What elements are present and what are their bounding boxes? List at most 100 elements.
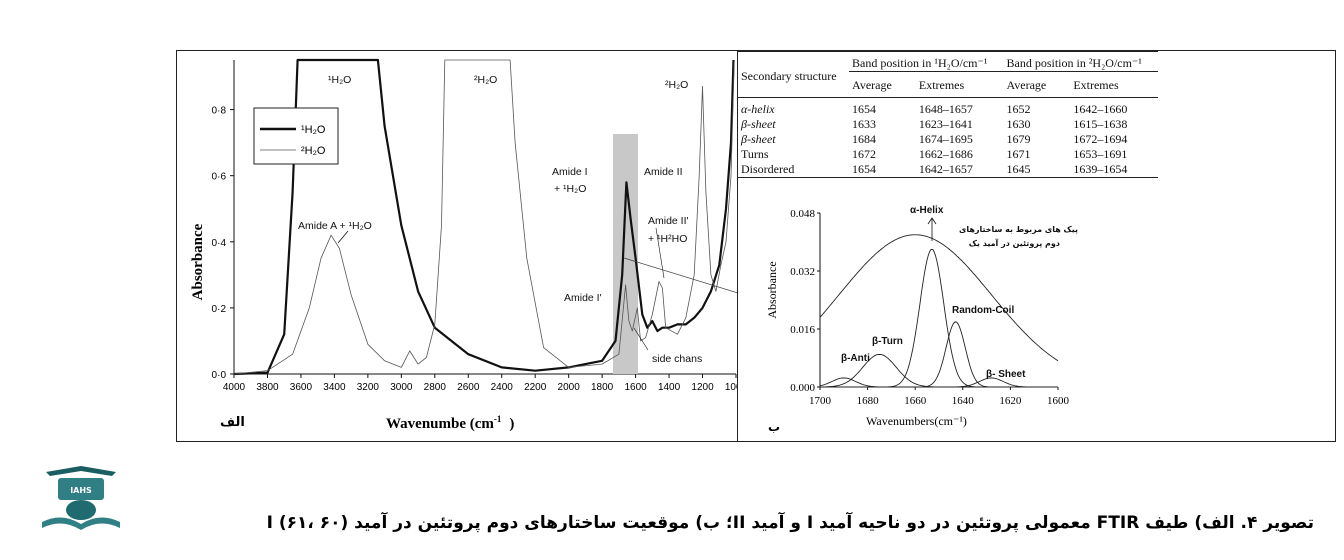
- table-row: α-helix 1654 1648–1657 1652 1642–1660: [738, 98, 1158, 118]
- table-cell: 1672–1694: [1073, 132, 1128, 146]
- x-tick-label: 1000: [725, 382, 738, 393]
- peak-label-alpha-helix: α-Helix: [910, 205, 944, 216]
- series-h2o-line: [233, 58, 735, 376]
- table-subheader: Average: [1006, 78, 1047, 92]
- x-tick-label: 1700: [809, 395, 832, 407]
- table-cell: 1671: [1006, 147, 1031, 161]
- secondary-structure-table: Secondary structure Band position in ¹H₂…: [738, 51, 1158, 194]
- table-row: Turns 1672 1662–1686 1671 1653–1691: [738, 147, 1158, 162]
- figure-caption: تصویر ۴. الف) طیف FTIR معمولی پروتئین در…: [266, 513, 1314, 533]
- annotation-amide-i-line1: Amide I: [552, 166, 588, 178]
- logo-emblem: [66, 500, 96, 520]
- table-cell: 1654: [852, 102, 877, 116]
- x-tick-label: 2000: [558, 382, 581, 393]
- x-tick-label: 1400: [658, 382, 681, 393]
- table-body: α-helix 1654 1648–1657 1652 1642–1660 β-sheet…: [738, 98, 1158, 178]
- y-tick-label: 0·8: [212, 106, 227, 117]
- panel-b-ticks: 1700 1680 1660 1640 1620 1600 0.000 0.016 0.032 0…: [790, 208, 1069, 407]
- peak-label-beta-sheet: β- Sheet: [986, 369, 1026, 380]
- panel-a-ylabel: Absorbance: [190, 223, 206, 300]
- table-cell-structure: β-sheet: [741, 132, 776, 146]
- panel-a-ticks: 4000 3800 3600 3400 3200 3000 2800 2600 2400 2200…: [212, 106, 738, 393]
- table-cell: 1648–1657: [918, 102, 973, 116]
- amide-a-pointer: [337, 230, 349, 244]
- y-tick-label: 0·6: [212, 172, 227, 183]
- x-tick-label: 3200: [357, 382, 380, 393]
- table-cell: 1672: [852, 147, 877, 161]
- legend-box: [253, 107, 339, 165]
- x-tick-label: 3600: [290, 382, 313, 393]
- zoom-connector-arrow: [623, 257, 738, 294]
- table-cell: 1662–1686: [918, 147, 973, 161]
- annotation-h2o-top: ¹H₂O: [328, 74, 351, 86]
- panel-divider: [737, 50, 738, 442]
- annotation-amide-ii: Amide II: [644, 166, 683, 178]
- y-tick-label: 0.000: [790, 382, 815, 394]
- x-tick-label: 1620: [999, 395, 1022, 407]
- table-cell-structure: Turns: [741, 147, 769, 161]
- annotation-amide-a: Amide A + ¹H₂O: [298, 220, 372, 232]
- x-tick-label: 1600: [624, 382, 647, 393]
- table-subheader: Extremes: [918, 78, 965, 92]
- component-peak-curve: [820, 377, 1058, 388]
- table-cell: 1633: [852, 117, 877, 131]
- panel-a-axes: [233, 60, 736, 375]
- table-cell: 1654: [852, 162, 877, 176]
- table-subheader: Extremes: [1073, 78, 1119, 92]
- y-tick-label: 0.016: [790, 324, 815, 336]
- annotation-side-chains: side chans: [652, 353, 702, 365]
- table-cell: 1639–1654: [1073, 162, 1128, 176]
- alpha-helix-pointer-head: [927, 217, 937, 225]
- x-tick-label: 1600: [1047, 395, 1070, 407]
- table-cell: 1642–1657: [918, 162, 973, 176]
- panel-b-xlabel: Wavenumbers(cm⁻¹): [866, 414, 967, 428]
- annotation-d2o-right: ²H₂O: [665, 79, 688, 91]
- y-tick-label: 0·4: [212, 238, 227, 249]
- table-cell: 1642–1660: [1073, 102, 1128, 116]
- logo-text: IAHS: [70, 486, 92, 495]
- x-tick-label: 3800: [256, 382, 279, 393]
- panel-b-series: [819, 234, 1059, 388]
- y-tick-label: 0.032: [790, 266, 815, 278]
- logo-book: [42, 517, 120, 530]
- peak-label-beta-anti: β-Anti: [841, 353, 870, 364]
- table-cell: 1653–1691: [1073, 147, 1128, 161]
- x-tick-label: 1680: [857, 395, 880, 407]
- x-tick-label: 4000: [223, 382, 246, 393]
- table-cell: 1684: [852, 132, 877, 146]
- series-d2o-line: [233, 59, 735, 375]
- table-row-header: Secondary structure: [738, 51, 850, 98]
- y-tick-label: 0·2: [212, 304, 227, 315]
- table-cell: 1652: [1006, 102, 1031, 116]
- side-chains-pointer: [633, 327, 649, 351]
- table-subheader: Average: [852, 78, 892, 92]
- x-tick-label: 2800: [424, 382, 447, 393]
- table-cell: 1630: [1006, 117, 1031, 131]
- envelope-curve: [819, 234, 1059, 362]
- annotation-amide-i-prime: Amide I': [564, 292, 602, 304]
- table-cell: 1615–1638: [1073, 117, 1128, 131]
- table-row: β-sheet 1684 1674–1695 1679 1672–1694: [738, 132, 1158, 147]
- panel-a-series: [233, 58, 735, 376]
- panel-b-note-line2: دوم پروتئین در آمید یک: [969, 238, 1060, 248]
- annotation-amide-i-line2: + ¹H₂O: [554, 183, 586, 195]
- ftir-spectrum-chart: 4000 3800 3600 3400 3200 3000 2800 2600 2400 2200…: [190, 58, 738, 432]
- logo-roof: [46, 466, 116, 476]
- figure-frame: [176, 50, 1336, 442]
- table-cell: 1623–1641: [918, 117, 973, 131]
- x-tick-label: 2200: [524, 382, 547, 393]
- peak-label-beta-turn: β-Turn: [872, 336, 903, 347]
- annotation-amide-ii-prime-line2: + ¹H²HO: [648, 233, 687, 245]
- panel-b-note-line1: پیک های مربوط به ساختارهای: [959, 225, 1078, 234]
- panel-b-label: ب: [768, 420, 780, 434]
- x-tick-label: 2400: [491, 382, 514, 393]
- legend-label-d2o: ²H₂O: [301, 145, 326, 157]
- legend-label-h2o: ¹H₂O: [301, 124, 326, 136]
- x-tick-label: 2600: [457, 382, 480, 393]
- peak-label-random-coil: Random-Coil: [952, 305, 1014, 316]
- x-tick-label: 1200: [691, 382, 714, 393]
- panel-a-xlabel: Wavenumbe (cm-1): [386, 414, 514, 432]
- institution-logo: IAHS: [42, 466, 120, 530]
- table-row: Disordered 1654 1642–1657 1645 1639–1654: [738, 162, 1158, 178]
- table-cell-structure: β-sheet: [741, 117, 776, 131]
